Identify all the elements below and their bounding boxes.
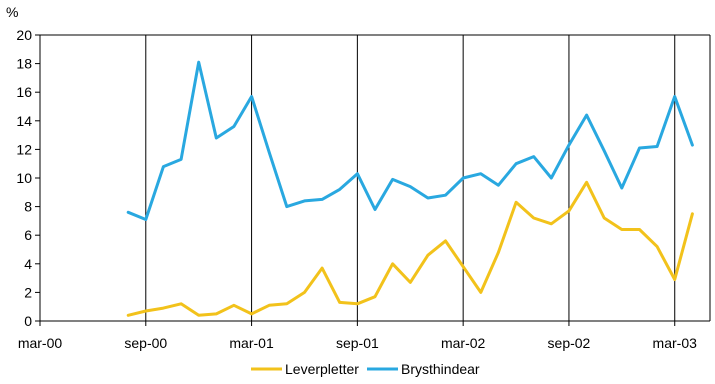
y-unit-label: % <box>6 4 18 20</box>
x-tick-label: mar-00 <box>18 335 63 351</box>
series-line-1 <box>126 60 694 221</box>
x-tick-label: sep-00 <box>124 335 167 351</box>
y-tick-label: 8 <box>24 199 32 215</box>
vertical-gridlines <box>145 35 676 321</box>
x-tick-label: mar-01 <box>229 335 274 351</box>
legend: Leverpletter Brysthindear <box>251 361 480 377</box>
y-tick-label: 10 <box>16 170 32 186</box>
y-tick-label: 20 <box>16 27 32 43</box>
y-tick-label: 12 <box>16 141 32 157</box>
axes <box>39 34 711 322</box>
y-tick-label: 0 <box>24 313 32 329</box>
y-tick-label: 16 <box>16 84 32 100</box>
x-tick-label: mar-02 <box>441 335 486 351</box>
y-tick-label: 18 <box>16 56 32 72</box>
y-axis-ticks: 0 2 4 6 8 10 12 14 16 18 20 <box>16 27 40 329</box>
legend-label-0: Leverpletter <box>285 361 359 377</box>
x-tick-label: mar-03 <box>653 335 698 351</box>
series-lines <box>126 60 694 317</box>
x-tick-label: sep-01 <box>336 335 379 351</box>
y-tick-label: 6 <box>24 227 32 243</box>
legend-label-1: Brysthindear <box>401 361 480 377</box>
y-tick-label: 2 <box>24 284 32 300</box>
x-axis-ticks: mar-00 sep-00 mar-01 sep-01 mar-02 sep-02 mar-… <box>18 321 697 351</box>
y-tick-label: 14 <box>16 113 32 129</box>
y-tick-label: 4 <box>24 256 32 272</box>
series-line-0 <box>126 180 694 317</box>
x-tick-label: sep-02 <box>548 335 591 351</box>
